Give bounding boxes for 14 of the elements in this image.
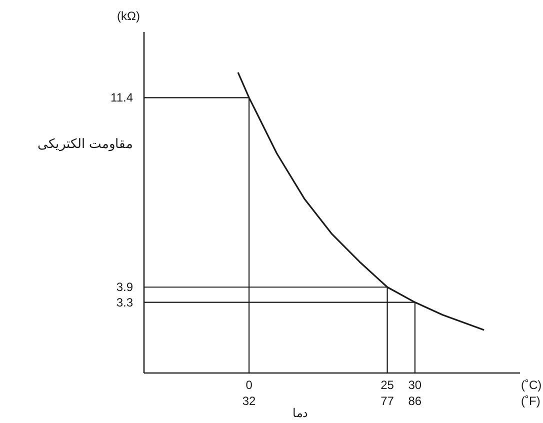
y-axis-title: مقاومت الکتریکی — [37, 136, 133, 152]
x-tick-label: 0 — [246, 378, 253, 392]
x2-tick-label: 32 — [242, 394, 256, 408]
text: دما — [292, 406, 308, 420]
text: (kΩ) — [117, 9, 140, 23]
y-tick-label: 3.3 — [116, 295, 134, 310]
y-tick-label: 11.4 — [110, 90, 134, 105]
x-axis-title: (˚C) — [521, 378, 542, 392]
x2-tick-label: 77 — [380, 394, 394, 408]
x2-axis-title: (˚F) — [521, 394, 540, 408]
x-tick-label: 30 — [408, 378, 422, 392]
y-tick-label: 3.9 — [116, 280, 134, 294]
x2-tick-label: 86 — [408, 394, 422, 408]
x-tick-label: 25 — [380, 378, 394, 392]
